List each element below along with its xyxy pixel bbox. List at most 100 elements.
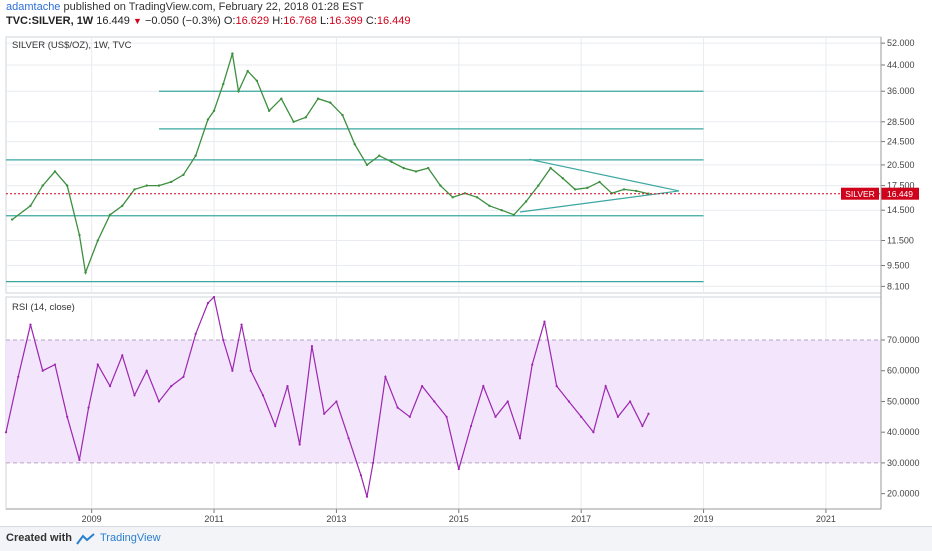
rsi-point (555, 385, 558, 388)
rsi-tick-label: 40.0000 (887, 427, 920, 437)
symbol-label: TVC:SILVER, 1W (6, 15, 94, 27)
price-point (231, 52, 234, 55)
price-point (586, 186, 589, 190)
rsi-point (170, 385, 173, 388)
rsi-point (249, 369, 252, 372)
price-point (622, 188, 626, 191)
rsi-point (145, 369, 148, 372)
price-point (157, 184, 161, 187)
rsi-point (616, 415, 619, 418)
rsi-point (212, 295, 216, 299)
price-name-text: SILVER (845, 189, 875, 199)
price-point (255, 79, 259, 82)
last-price-text: 16.449 (887, 189, 913, 199)
author-link[interactable]: adamtache (6, 1, 61, 13)
price-point (365, 163, 369, 167)
rsi-tick-label: 60.0000 (887, 366, 920, 376)
rsi-point (482, 385, 485, 388)
close-value: 16.449 (376, 15, 411, 27)
rsi-point (87, 406, 90, 409)
price-tick-label: 14.500 (887, 205, 915, 215)
footer-bar: Created with TradingView (0, 526, 932, 551)
rsi-point (567, 400, 571, 403)
triangle-lower-line (519, 190, 680, 213)
publish-info: adamtache published on TradingView.com, … (6, 1, 364, 13)
triangle-upper-line (529, 158, 680, 192)
rsi-point (78, 458, 81, 461)
rsi-point (531, 363, 534, 366)
rsi-pane-title: RSI (14, close) (12, 302, 75, 313)
price-point (65, 184, 69, 187)
rsi-point (420, 385, 424, 388)
price-point (329, 101, 332, 104)
price-point (439, 184, 442, 187)
price-point (451, 196, 454, 199)
price-point (222, 82, 225, 86)
rsi-point (298, 443, 301, 446)
price-point (84, 271, 87, 274)
price-point (96, 239, 99, 242)
high-label: H: (272, 15, 284, 27)
price-point (316, 97, 320, 100)
rsi-point (396, 406, 399, 409)
open-value: 16.629 (235, 15, 270, 27)
open-label: O: (223, 15, 236, 27)
price-change: −0.050 (−0.3%) (144, 15, 221, 27)
close-label: C: (365, 15, 377, 27)
price-point (414, 170, 418, 173)
rsi-point (347, 437, 350, 440)
price-tick-label: 20.500 (887, 160, 915, 170)
last-price: 16.449 (96, 15, 130, 27)
tradingview-brand-link[interactable]: TradingView (100, 532, 161, 544)
time-tick-label: 2011 (204, 514, 223, 524)
last-price-tag (881, 187, 919, 200)
rsi-point (206, 302, 210, 305)
rsi-point (359, 474, 362, 477)
rsi-point (157, 400, 161, 403)
price-point (488, 204, 491, 207)
price-tick-label: 28.500 (887, 117, 915, 127)
rsi-point (433, 400, 436, 403)
price-point (463, 192, 467, 195)
low-label: L: (319, 15, 330, 27)
price-point (304, 116, 308, 119)
price-point (212, 109, 216, 113)
rsi-point (335, 400, 338, 403)
rsi-point (365, 495, 369, 498)
price-point (573, 188, 577, 191)
price-pane[interactable]: 52.000 44.000 36.000 28.500 24.500 20.500 17.5… (5, 36, 919, 294)
time-axis[interactable]: 2009 2011 2013 2015 2017 2019 2021 (6, 37, 882, 524)
rsi-point (53, 363, 57, 366)
time-tick-label: 2013 (326, 514, 346, 524)
rsi-point (647, 412, 650, 415)
price-tick-label: 11.500 (887, 236, 914, 246)
rsi-point (261, 394, 265, 397)
price-tick-label: 17.500 (887, 181, 915, 191)
rsi-point (408, 415, 411, 418)
rsi-point (194, 332, 197, 335)
price-tick-label: 52.000 (887, 38, 915, 48)
chart-canvas[interactable]: 52.000 44.000 36.000 28.500 24.500 20.500 17.5… (0, 30, 932, 525)
rsi-pane[interactable]: 70.0000 60.0000 50.0000 40.0000 30.0000 20.00… (4, 295, 920, 510)
rsi-point (641, 424, 644, 428)
time-tick-label: 2017 (571, 514, 591, 524)
rsi-point (372, 461, 375, 465)
price-tick-label: 44.000 (887, 60, 915, 70)
price-point (402, 166, 405, 170)
price-point (267, 109, 271, 113)
price-point (353, 143, 356, 146)
rsi-point (629, 400, 632, 403)
rsi-point (286, 385, 289, 388)
price-tick-label: 8.100 (887, 281, 910, 291)
rsi-tick-label: 70.0000 (887, 335, 920, 345)
price-name-tag (841, 187, 879, 200)
rsi-point (543, 320, 546, 323)
rsi-point (240, 323, 243, 326)
rsi-tick-label: 30.0000 (887, 458, 920, 468)
rsi-point (133, 394, 136, 397)
tradingview-logo-icon[interactable] (76, 532, 96, 550)
price-point (121, 204, 124, 207)
high-value: 16.768 (283, 15, 317, 27)
rsi-point (4, 431, 8, 434)
down-arrow-icon: ▼ (132, 16, 142, 26)
